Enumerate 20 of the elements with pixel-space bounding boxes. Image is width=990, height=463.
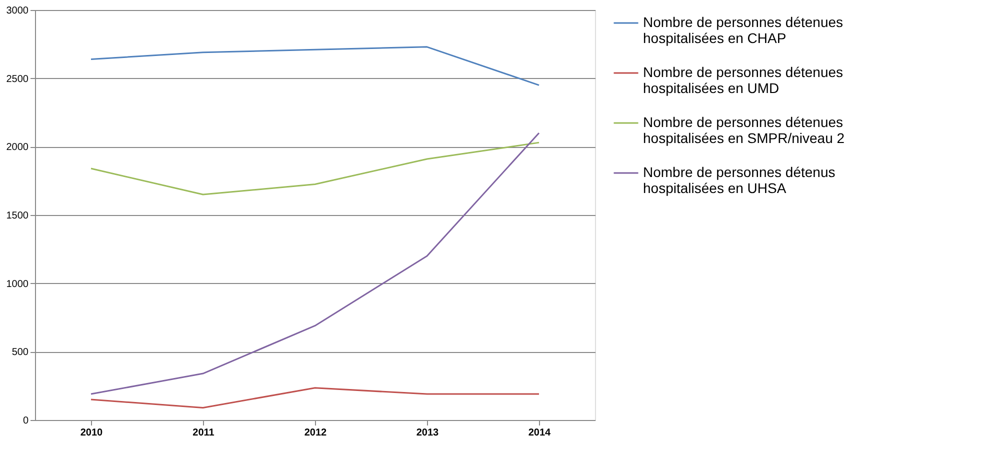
y-tick-label: 2500 <box>6 74 29 85</box>
line-series <box>90 132 540 395</box>
x-tick-label: 2011 <box>192 428 215 438</box>
y-tick-label: 2000 <box>6 142 29 154</box>
y-tick-label: 500 <box>12 347 29 358</box>
y-tick-label: 3000 <box>6 6 29 16</box>
x-tick-label: 2012 <box>304 428 328 438</box>
y-tick-label: 1000 <box>6 278 29 290</box>
legend-label: Nombre de personnes détenues hospitalisées en UMD <box>643 64 844 96</box>
x-tick-label: 2014 <box>528 428 552 438</box>
x-tick-label: 2010 <box>80 428 104 438</box>
legend-label: Nombre de personnes détenus hospitalisées en UHSA <box>643 164 836 196</box>
x-tick-label: 2013 <box>416 428 440 438</box>
legend-label: Nombre de personnes détenues hospitalisées en CHAP <box>643 14 844 46</box>
line-series <box>90 387 540 408</box>
y-tick-label: 0 <box>22 416 29 426</box>
line-series <box>90 46 540 86</box>
legend-label: Nombre de personnes détenues hospitalisées en SMPR/niveau 2 <box>643 114 845 146</box>
y-tick-label: 1500 <box>6 210 29 222</box>
line-series <box>90 142 540 196</box>
